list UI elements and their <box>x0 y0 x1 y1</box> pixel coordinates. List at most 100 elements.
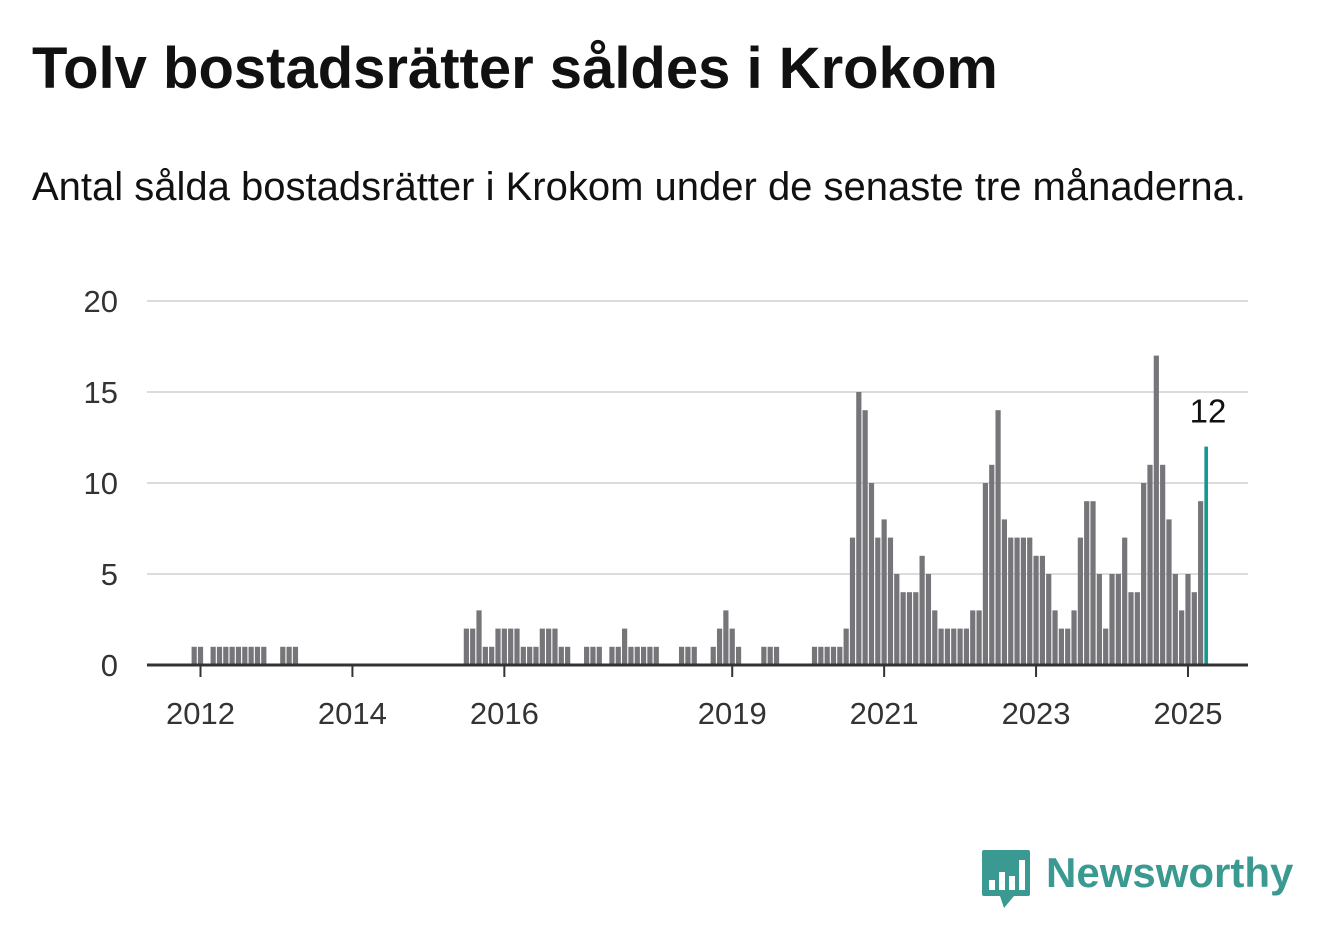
bar <box>501 628 507 665</box>
bar <box>533 646 539 665</box>
x-tick-label: 2016 <box>470 696 539 731</box>
bar <box>906 592 913 665</box>
y-tick-label: 10 <box>84 466 118 501</box>
bar <box>647 646 653 665</box>
bar <box>716 628 723 665</box>
bar <box>982 483 989 665</box>
bar <box>1185 574 1191 665</box>
bar <box>634 646 640 665</box>
bar <box>723 610 729 665</box>
bar <box>615 646 621 665</box>
newsworthy-logo: Newsworthy <box>980 848 1293 912</box>
bar <box>761 646 767 665</box>
bar <box>1172 574 1178 665</box>
bar <box>856 392 862 665</box>
chart-title: Tolv bostadsrätter såldes i Krokom <box>32 36 998 101</box>
bar <box>1147 464 1153 665</box>
bar <box>292 646 299 665</box>
bar <box>1153 355 1159 665</box>
bar <box>811 646 818 665</box>
bar <box>558 646 564 665</box>
bar <box>641 646 647 665</box>
bar <box>248 646 254 665</box>
bar <box>197 646 204 665</box>
bar <box>1103 628 1109 665</box>
bar <box>862 410 868 665</box>
bar <box>887 537 894 665</box>
latest-value-label: 12 <box>1190 393 1227 430</box>
bar <box>913 592 919 665</box>
bar <box>584 646 590 665</box>
bar <box>476 610 482 665</box>
bar <box>729 628 735 665</box>
bar <box>976 610 982 665</box>
bar <box>1096 574 1102 665</box>
bar <box>1166 519 1172 665</box>
y-tick-label: 20 <box>84 284 118 319</box>
bar-highlight <box>1204 446 1208 665</box>
bar <box>691 646 697 665</box>
bar <box>216 646 223 665</box>
y-tick-label: 0 <box>101 648 118 683</box>
bar <box>944 628 951 665</box>
chart-subtitle: Antal sålda bostadsrätter i Krokom under… <box>32 165 1247 209</box>
bar <box>1027 537 1033 665</box>
bar <box>1077 537 1083 665</box>
bar <box>470 628 476 665</box>
bar <box>1058 628 1064 665</box>
bar <box>824 646 830 665</box>
bar <box>223 646 229 665</box>
bar <box>894 574 900 665</box>
gridlines <box>147 300 1248 575</box>
bar <box>678 646 685 665</box>
x-axis-tick-labels: 2012 2014 2016 2019 2021 2023 2025 <box>166 696 1222 731</box>
bar <box>609 646 615 665</box>
y-axis-tick-labels: 0 5 10 15 20 <box>84 284 118 683</box>
bar <box>552 628 558 665</box>
bar <box>1191 592 1197 665</box>
bar <box>1046 574 1052 665</box>
bar <box>463 628 469 665</box>
bar <box>837 646 843 665</box>
bar <box>1014 537 1020 665</box>
bar <box>482 646 488 665</box>
bar <box>925 574 932 665</box>
bar <box>1160 464 1166 665</box>
bar <box>849 537 856 665</box>
bar <box>280 646 286 665</box>
bar <box>868 483 875 665</box>
bar <box>242 646 248 665</box>
x-tick-label: 2014 <box>318 696 387 731</box>
bar <box>191 646 197 665</box>
bar <box>546 628 552 665</box>
bar <box>1020 537 1026 665</box>
bar <box>1134 592 1140 665</box>
brand-name: Newsworthy <box>1046 849 1294 896</box>
bar <box>653 646 659 665</box>
bar <box>1033 555 1039 665</box>
bar <box>622 628 628 665</box>
bar <box>830 646 837 665</box>
bar <box>565 646 571 665</box>
bar <box>818 646 824 665</box>
bars <box>191 355 1208 665</box>
bar <box>210 646 216 665</box>
x-tick-label: 2021 <box>850 696 919 731</box>
bar <box>254 646 261 665</box>
bar <box>596 646 602 665</box>
bar <box>229 646 235 665</box>
bar <box>685 646 691 665</box>
bar <box>590 646 596 665</box>
bar <box>1115 574 1121 665</box>
bar <box>881 519 887 665</box>
bar <box>957 628 963 665</box>
bar <box>1179 610 1185 665</box>
bar <box>1198 501 1204 665</box>
bar <box>1071 610 1077 665</box>
bar <box>628 646 634 665</box>
bar <box>938 628 944 665</box>
bar <box>527 646 533 665</box>
bar <box>1128 592 1134 665</box>
bar <box>875 537 881 665</box>
